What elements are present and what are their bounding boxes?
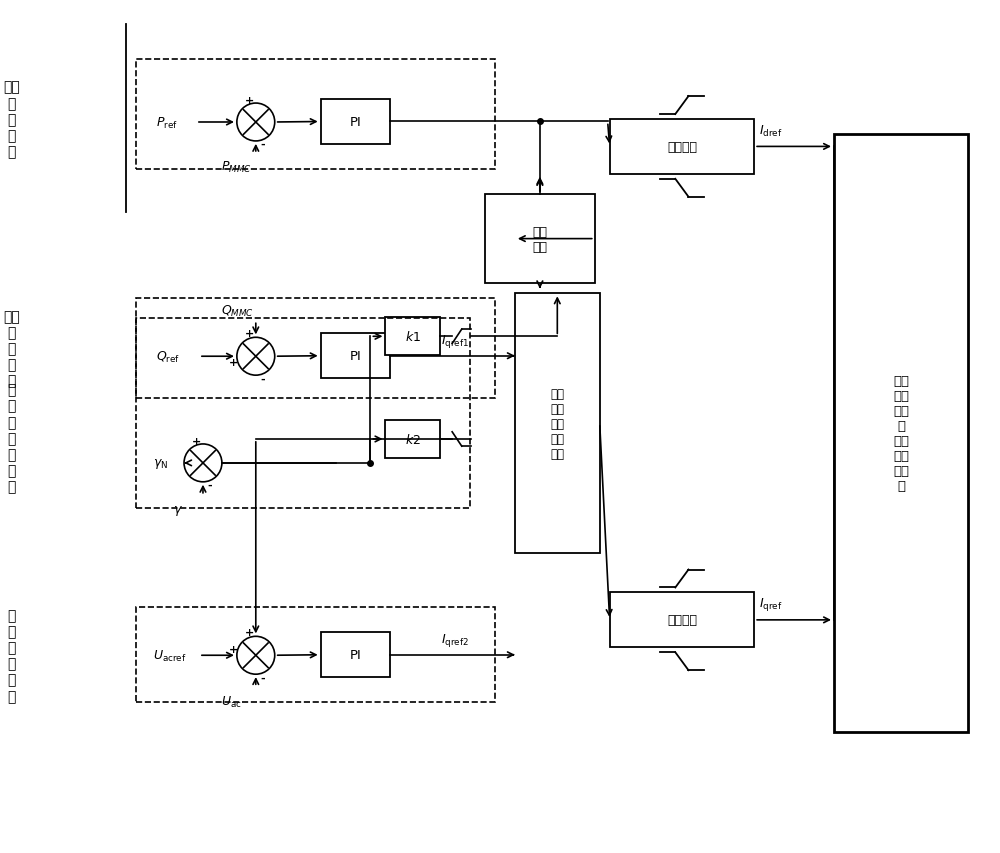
Text: -: - bbox=[260, 140, 265, 150]
Bar bbox=[834, 135, 968, 732]
Text: 有功
功
率
外
环: 有功 功 率 外 环 bbox=[3, 80, 20, 160]
Text: $I_{\mathrm{qref2}}$: $I_{\mathrm{qref2}}$ bbox=[441, 631, 469, 648]
Circle shape bbox=[237, 104, 275, 142]
Bar bbox=[610, 120, 754, 175]
Bar bbox=[136, 319, 470, 508]
Bar bbox=[321, 334, 390, 379]
Text: 限幅环节: 限幅环节 bbox=[667, 613, 697, 627]
Text: $Q_{\mathrm{ref}}$: $Q_{\mathrm{ref}}$ bbox=[156, 349, 180, 364]
Text: $I_{\mathrm{qref}}$: $I_{\mathrm{qref}}$ bbox=[759, 595, 783, 612]
Text: 无功
类外
环控
制选
择器: 无功 类外 环控 制选 择器 bbox=[550, 387, 564, 460]
Text: PI: PI bbox=[350, 648, 361, 661]
Circle shape bbox=[237, 636, 275, 675]
Text: +: + bbox=[229, 357, 238, 368]
Text: +: + bbox=[245, 329, 254, 339]
Text: -: - bbox=[260, 374, 265, 385]
Text: $I_{\mathrm{qref1}}$: $I_{\mathrm{qref1}}$ bbox=[441, 333, 469, 350]
Text: $\gamma$: $\gamma$ bbox=[173, 503, 183, 517]
Circle shape bbox=[237, 338, 275, 375]
Circle shape bbox=[184, 444, 222, 482]
Text: $k2$: $k2$ bbox=[405, 432, 421, 446]
Text: -: - bbox=[208, 480, 212, 490]
Text: $P_{\mathrm{ref}}$: $P_{\mathrm{ref}}$ bbox=[156, 115, 178, 131]
Bar bbox=[136, 299, 495, 398]
Text: +: + bbox=[245, 628, 254, 637]
Text: $k1$: $k1$ bbox=[405, 330, 421, 344]
Bar bbox=[136, 607, 495, 702]
Text: +: + bbox=[192, 437, 202, 446]
Text: $I_{\mathrm{dref}}$: $I_{\mathrm{dref}}$ bbox=[759, 125, 783, 139]
Text: +: + bbox=[245, 96, 254, 106]
Text: 交
流
电
压
外
环: 交 流 电 压 外 环 bbox=[7, 608, 16, 703]
Bar bbox=[385, 421, 440, 458]
Bar bbox=[515, 294, 600, 553]
Text: $\gamma_{\mathrm{N}}$: $\gamma_{\mathrm{N}}$ bbox=[153, 456, 168, 470]
Text: PI: PI bbox=[350, 116, 361, 129]
Bar bbox=[610, 593, 754, 647]
Text: $Q_{MMC}$: $Q_{MMC}$ bbox=[221, 304, 254, 319]
Text: 无功
功
率
外
环: 无功 功 率 外 环 bbox=[3, 310, 20, 388]
Text: 电流
内环
控制
与
调制
参考
波生
成: 电流 内环 控制 与 调制 参考 波生 成 bbox=[893, 374, 909, 492]
Text: PI: PI bbox=[350, 350, 361, 363]
Bar bbox=[385, 318, 440, 356]
Bar bbox=[136, 60, 495, 170]
Text: $U_{\mathrm{ac}}$: $U_{\mathrm{ac}}$ bbox=[221, 694, 242, 710]
Bar bbox=[321, 100, 390, 145]
Text: 故障
判断: 故障 判断 bbox=[532, 225, 547, 253]
Text: -: - bbox=[260, 673, 265, 683]
Text: 限幅环节: 限幅环节 bbox=[667, 141, 697, 154]
Text: 关
断
角
协
调
控
制: 关 断 角 协 调 控 制 bbox=[7, 383, 16, 494]
Bar bbox=[321, 633, 390, 677]
Text: $U_{\mathrm{acref}}$: $U_{\mathrm{acref}}$ bbox=[153, 648, 187, 663]
Text: $P_{MMC}$: $P_{MMC}$ bbox=[221, 160, 252, 175]
Bar bbox=[485, 194, 595, 284]
Text: +: + bbox=[229, 645, 238, 654]
